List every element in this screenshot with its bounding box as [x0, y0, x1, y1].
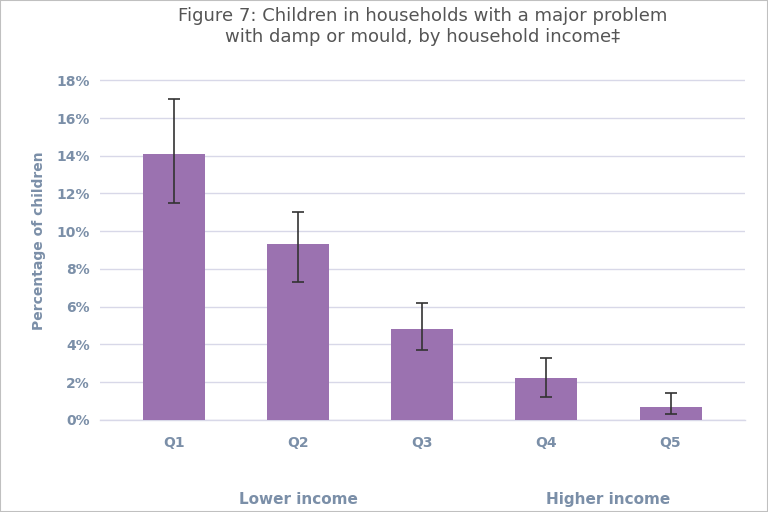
Bar	[267, 244, 329, 420]
Text: Higher income: Higher income	[546, 492, 670, 506]
Text: Lower income: Lower income	[239, 492, 358, 506]
Bar	[144, 154, 205, 420]
Bar	[640, 407, 701, 420]
Bar	[515, 378, 578, 420]
Y-axis label: Percentage of children: Percentage of children	[31, 152, 45, 330]
Title: Figure 7: Children in households with a major problem
with damp or mould, by hou: Figure 7: Children in households with a …	[177, 7, 667, 46]
Bar	[392, 329, 453, 420]
